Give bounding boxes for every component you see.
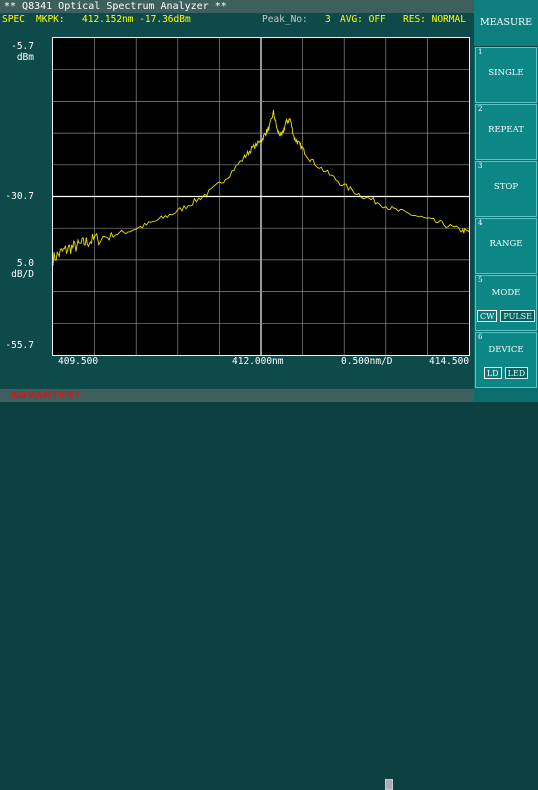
y-bottom-label: -55.7 [5, 340, 34, 351]
device-button[interactable]: 6 DEVICE LD LED [475, 332, 537, 388]
status-bar: SPEC MKPK: 412.152nm -17.36dBm Peak_No: … [0, 13, 474, 36]
mode-button[interactable]: 5 MODE CW PULSE [475, 275, 537, 331]
brand-bar: ADVANTEST [0, 389, 474, 790]
device-led-option[interactable]: LED [504, 367, 529, 379]
x-left-label: 409.500 [58, 356, 99, 367]
softkey-number: 4 [478, 219, 483, 227]
softkey-number: 1 [478, 48, 483, 56]
softkey-number: 3 [478, 162, 483, 170]
brand-logo: ADVANTEST [10, 390, 82, 401]
softkey-number: 6 [478, 333, 483, 341]
x-span-label: 0.500nm/D [341, 356, 393, 367]
softkey-number: 2 [478, 105, 483, 113]
softkey-label: RANGE [489, 239, 523, 249]
softkey-label: REPEAT [488, 125, 524, 135]
spectrum-trace [53, 109, 469, 266]
window-title: ** Q8341 Optical Spectrum Analyzer ** [4, 1, 227, 12]
y-top-unit: dBm [16, 52, 34, 63]
softkey-label: SINGLE [488, 68, 524, 78]
spectrum-plot[interactable] [52, 37, 470, 356]
stop-button[interactable]: 3 STOP [475, 161, 537, 217]
y-scale-label: 5.0 [16, 258, 34, 269]
softkey-label: MODE [491, 288, 521, 298]
mode-cw-option[interactable]: CW [477, 310, 498, 322]
resolution-indicator: RES: NORMAL [403, 14, 466, 25]
x-right-label: 414.500 [429, 356, 470, 367]
repeat-button[interactable]: 2 REPEAT [475, 104, 537, 160]
message-area [0, 373, 474, 389]
scroll-handle[interactable] [385, 779, 393, 790]
softkey-label: STOP [493, 182, 519, 192]
softkey-label: DEVICE [488, 345, 524, 355]
single-button[interactable]: 1 SINGLE [475, 47, 537, 103]
softkey-panel: MEASURE 1 SINGLE 2 REPEAT 3 STOP 4 RANGE… [474, 0, 538, 402]
spectrum-display: ** Q8341 Optical Spectrum Analyzer ** SP… [0, 0, 474, 790]
marker-label: MKPK: [36, 14, 65, 25]
avg-indicator: AVG: OFF [340, 14, 386, 25]
mode-pulse-option[interactable]: PULSE [500, 310, 535, 322]
window-title-bar: ** Q8341 Optical Spectrum Analyzer ** [0, 0, 474, 13]
panel-title: MEASURE [474, 0, 538, 47]
softkey-number: 5 [478, 276, 483, 284]
peak-label: Peak_No: [262, 14, 308, 25]
range-button[interactable]: 4 RANGE [475, 218, 537, 274]
marker-value: 412.152nm -17.36dBm [82, 14, 191, 25]
y-scale-unit: dB/D [11, 269, 34, 280]
spectrum-chart [53, 38, 469, 355]
mode-indicator: SPEC [2, 14, 25, 25]
y-mid-label: -30.7 [5, 191, 34, 202]
peak-value: 3 [325, 14, 331, 25]
x-center-label: 412.000nm [232, 356, 284, 367]
y-top-label: -5.7 [11, 41, 34, 52]
device-ld-option[interactable]: LD [483, 367, 502, 379]
